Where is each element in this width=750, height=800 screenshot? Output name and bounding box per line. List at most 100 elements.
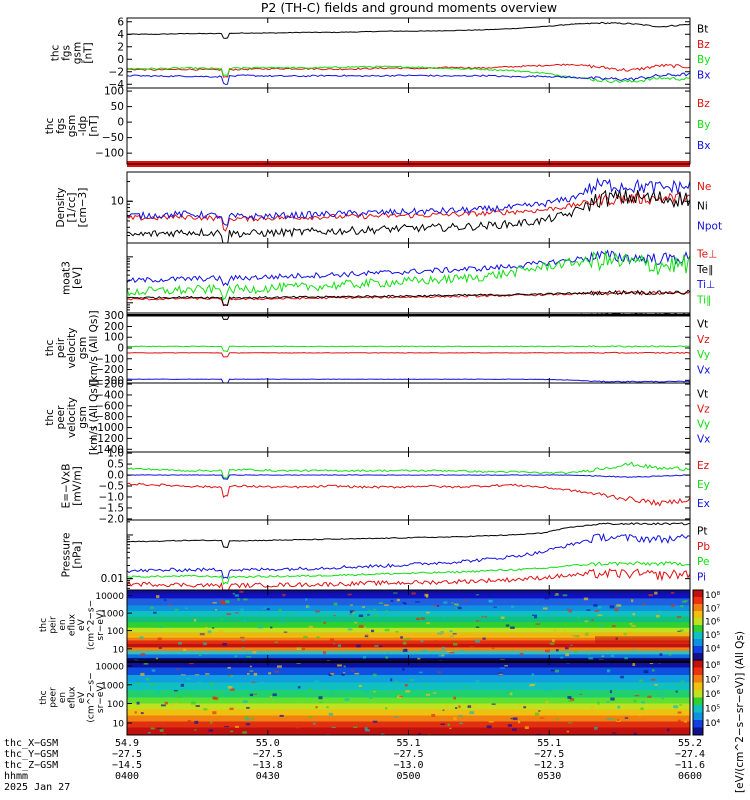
spectrogram-speckle <box>194 674 200 676</box>
spectrogram-speckle <box>599 624 603 627</box>
spectrogram-speckle <box>358 624 364 628</box>
panel-frame <box>126 87 691 165</box>
spectrogram-speckle <box>338 622 341 625</box>
spectrogram-band <box>127 715 690 722</box>
spectrogram-speckle <box>610 683 614 685</box>
legend-entry-Pi: Pi <box>697 571 706 583</box>
footer-col-value: 0430 <box>256 771 280 782</box>
spectrogram-speckle <box>212 627 215 629</box>
spectrogram-speckle <box>433 692 437 694</box>
footer-col-value: −27.5 <box>112 749 142 760</box>
spectrogram-speckle <box>297 647 303 649</box>
spectrogram-speckle <box>566 608 569 611</box>
spectrogram-speckle <box>486 725 492 729</box>
spectrogram-speckle <box>505 624 510 627</box>
y-axis-label-line: [cm−3] <box>77 188 89 228</box>
spectrogram-speckle <box>390 600 394 602</box>
spectrogram-speckle <box>260 681 266 683</box>
y-axis-label-line: gsm <box>72 42 84 64</box>
spectrogram-speckle <box>331 727 336 729</box>
colorbar-segment <box>693 590 703 598</box>
spectrogram-band <box>127 605 690 612</box>
colorbar-segment <box>693 604 703 612</box>
legend-entry-Bt: Bt <box>697 24 708 36</box>
spectrogram-speckle <box>270 626 273 629</box>
panel-density: 10 Density [1/cc] [cm−3] Ne Ni Npot <box>55 171 722 244</box>
y-axis-label-line: velocity <box>66 397 78 438</box>
spectrogram-speckle <box>415 601 421 603</box>
spectrogram-band <box>127 703 690 710</box>
spectrogram-speckle <box>314 688 317 691</box>
spectrogram-speckle <box>280 622 285 624</box>
y-axis-label-line: sr−eV) <box>96 609 106 640</box>
colorbar-segment <box>693 653 703 661</box>
spectrogram-speckle <box>368 658 373 660</box>
spectrogram-band <box>127 667 690 676</box>
spectrogram-speckle <box>234 684 240 687</box>
spectrogram-band <box>127 640 690 645</box>
panel-efield: 1.00.50.0−0.5−1.0−1.5−2.0 E=−VxB [mV/m] Ez E… <box>61 448 710 526</box>
spectrogram-speckle <box>506 691 509 694</box>
spectrogram-speckle <box>569 698 575 702</box>
y-tick-label: 6 <box>117 16 124 28</box>
spectrogram-speckle <box>483 687 488 691</box>
spectrogram-speckle <box>178 642 182 645</box>
spectrogram-speckle <box>305 598 308 601</box>
spectrogram-speckle <box>358 614 364 617</box>
spectrogram-speckle <box>157 727 162 729</box>
spectrogram-speckle <box>328 712 333 716</box>
spectrogram-speckle <box>318 701 324 704</box>
panel-spec_e: 10000 1000 100 10 thc peer en eflux eV (cm^2−s− sr… <box>39 659 691 736</box>
spectrogram-speckle <box>187 720 192 723</box>
spectrogram-speckle <box>617 705 621 709</box>
spectrogram-speckle <box>278 608 282 612</box>
spectrogram-speckle <box>362 606 365 608</box>
spectrogram-speckle <box>440 631 444 634</box>
spectrogram-speckle <box>274 641 278 643</box>
legend-entry-Pe: Pe <box>697 556 709 568</box>
spectrogram-speckle <box>259 624 262 627</box>
spectrogram-speckle <box>174 608 179 611</box>
spectrogram-band <box>127 647 690 652</box>
y-tick-label: −50 <box>102 132 124 144</box>
spectrogram-speckle <box>136 701 140 705</box>
spectrogram-speckle <box>539 717 545 719</box>
spectrogram-speckle <box>237 598 240 601</box>
colorbar-tick-label: 10⁴ <box>705 719 720 729</box>
spectrogram-speckle <box>573 650 578 654</box>
legend-entry-Pb: Pb <box>697 541 710 553</box>
legend-entry-Ti∥: Ti∥ <box>696 294 711 306</box>
spectrogram-speckle <box>670 592 675 594</box>
spectrogram-speckle <box>301 647 305 651</box>
colorbar-label: [eV/(cm^2−s−sr−eV)] (All Qs) <box>734 631 746 793</box>
spectrogram-speckle <box>424 683 427 686</box>
spectrogram-speckle <box>349 610 355 614</box>
y-axis-label-line: thc <box>44 409 56 426</box>
spectrogram-speckle <box>584 620 589 623</box>
footer-col-value: −27.4 <box>675 749 705 760</box>
series-Te∥-line <box>127 289 690 307</box>
spectrogram-speckle <box>245 723 251 726</box>
spectrogram-speckle <box>659 694 665 698</box>
y-axis-label-line: fgs <box>61 45 73 61</box>
spectrogram-speckle <box>538 710 541 712</box>
colorbar-segment <box>693 720 703 728</box>
spectrogram-speckle <box>364 626 367 629</box>
spectrogram-speckle <box>545 700 549 704</box>
series-Bx-line <box>127 72 690 85</box>
spectrogram-speckle <box>135 725 139 727</box>
y-tick-label: 200 <box>104 321 124 333</box>
spectrogram-speckle <box>145 678 150 681</box>
spectrogram-speckle <box>498 673 503 676</box>
spectrogram-speckle <box>601 655 605 657</box>
spectrogram-speckle <box>554 594 559 596</box>
spectrogram-speckle <box>415 617 420 621</box>
y-axis-label-line: [nPa] <box>72 541 84 568</box>
spectrogram-speckle <box>433 604 439 607</box>
spectrogram-speckle <box>282 593 286 597</box>
colorbar-segment <box>693 712 703 721</box>
y-tick-label: −1.5 <box>99 502 125 514</box>
spectrogram-speckle <box>648 593 654 597</box>
spectrogram-speckle <box>504 665 508 667</box>
spectrogram-image <box>127 590 690 660</box>
